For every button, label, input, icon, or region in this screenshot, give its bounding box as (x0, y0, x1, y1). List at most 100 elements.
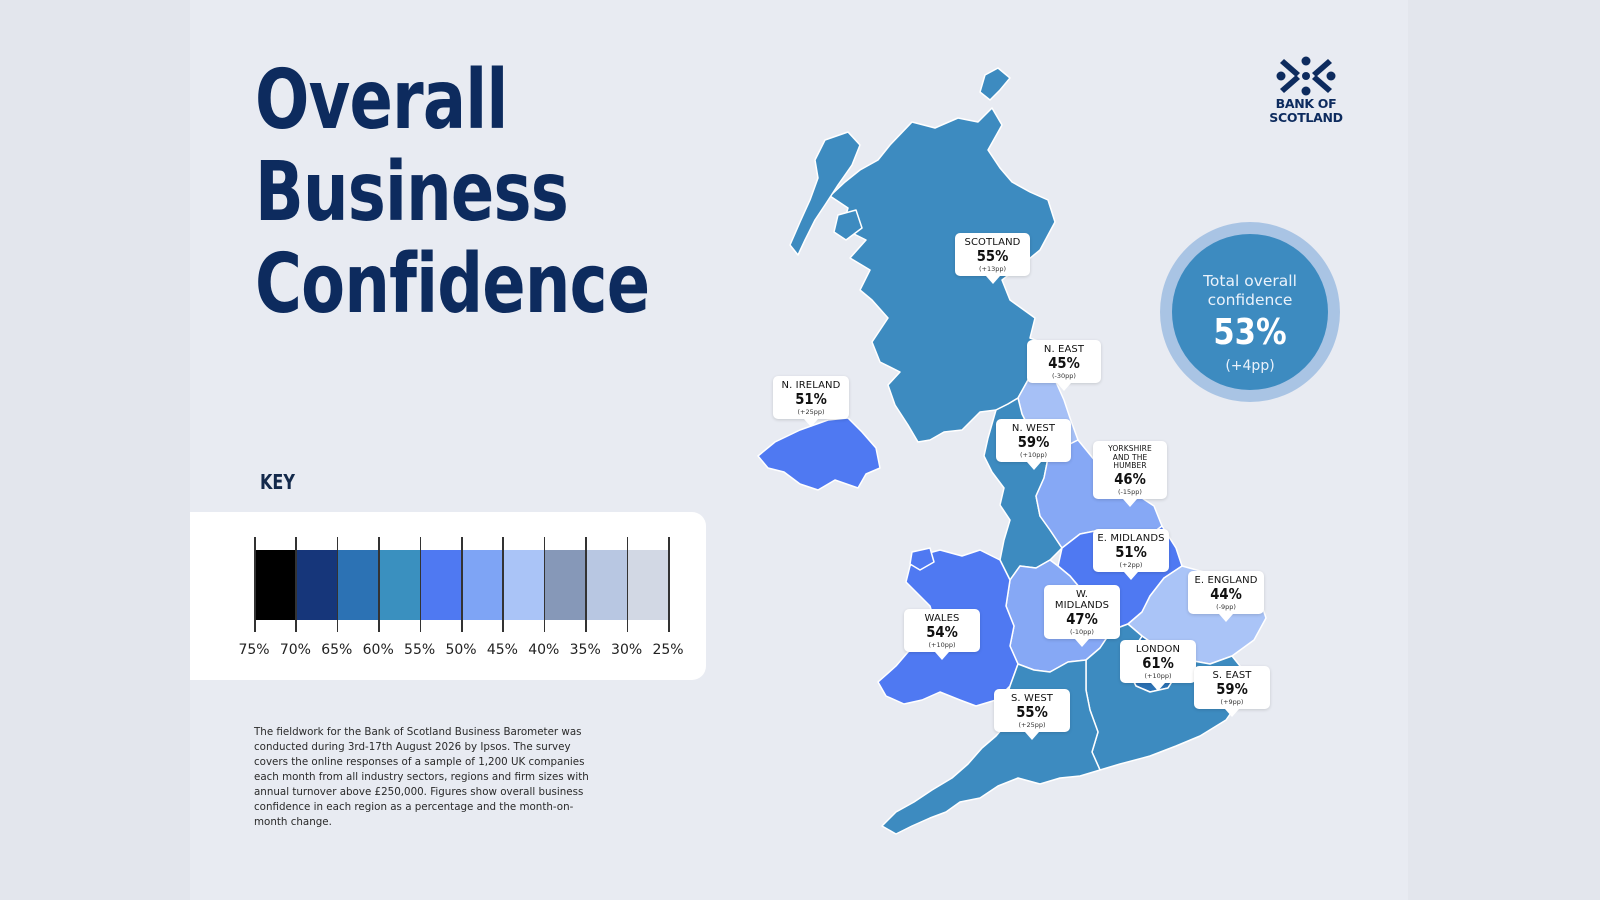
callout-e-midlands: E. MIDLANDS 51% (+2pp) (1093, 529, 1169, 580)
callout-e-england: E. ENGLAND 44% (-9pp) (1188, 571, 1264, 622)
region-name: N. EAST (1043, 344, 1085, 355)
region-change: (-15pp) (1118, 487, 1142, 496)
region-change: (+10pp) (928, 641, 956, 649)
key-swatch (543, 550, 586, 620)
right-background-panel (1408, 0, 1600, 900)
callout-s-west: S. WEST 55% (+25pp) (994, 689, 1070, 740)
region-value: 59% (1216, 680, 1248, 698)
total-confidence-value: 53% (1213, 312, 1287, 353)
total-confidence-change: (+4pp) (1225, 358, 1275, 374)
total-label-line-1: Total overall (1203, 272, 1297, 290)
region-name: S. EAST (1212, 670, 1252, 681)
title-line-3: Confidence (255, 237, 650, 332)
callout-wales: WALES 54% (+10pp) (904, 609, 980, 660)
key-value-label: 30% (611, 642, 643, 658)
key-heading: KEY (260, 470, 295, 494)
key-tick (336, 537, 339, 632)
callout-w-midlands: W. MIDLANDS 47% (-10pp) (1044, 585, 1120, 647)
key-swatch (254, 550, 296, 620)
region-change: (+9pp) (1220, 698, 1244, 706)
callout-yorkshire: YORKSHIRE AND THE HUMBER 46% (-15pp) (1093, 441, 1167, 506)
region-change: (+25pp) (797, 408, 825, 416)
key-value-label: 50% (445, 642, 477, 658)
region-value: 59% (1017, 433, 1050, 451)
key-swatch (295, 550, 337, 620)
methodology-footnote: The fieldwork for the Bank of Scotland B… (254, 726, 589, 828)
region-n-ireland[interactable] (757, 417, 881, 491)
key-tick (668, 537, 670, 632)
key-swatch (336, 550, 379, 620)
bank-logo: BANK OF SCOTLAND (1265, 55, 1347, 125)
total-confidence-label: Total overall confidence (1172, 272, 1328, 310)
region-value: 44% (1210, 585, 1242, 603)
key-value-label: 55% (404, 642, 436, 658)
region-value: 55% (976, 247, 1009, 265)
key-value-label: 25% (652, 642, 684, 658)
region-value: 46% (1114, 469, 1146, 488)
region-change: (+2pp) (1119, 561, 1143, 569)
key-value-label: 60% (362, 642, 394, 658)
key-tick (254, 537, 256, 632)
key-value-label: 75% (238, 642, 270, 658)
total-confidence-circle: Total overall confidence 53% (+4pp) (1172, 234, 1328, 390)
title-line-1: Overall (255, 53, 508, 148)
key-value-label: 65% (321, 642, 353, 658)
callout-n-east: N. EAST 45% (-30pp) (1027, 340, 1101, 391)
region-value: 47% (1066, 610, 1098, 628)
region-value: 54% (926, 623, 958, 641)
key-tick (502, 537, 504, 632)
region-value: 51% (795, 390, 827, 408)
key-swatch (585, 550, 627, 620)
callout-n-ireland: N. IRELAND 51% (+25pp) (773, 376, 849, 427)
region-name: N. WEST (1011, 423, 1056, 434)
island-orkney (979, 67, 1011, 101)
region-change: (+10pp) (1019, 451, 1048, 459)
region-name: E. MIDLANDS (1097, 533, 1165, 544)
total-confidence-badge: Total overall confidence 53% (+4pp) (1160, 222, 1340, 402)
key-swatch (502, 550, 544, 620)
key-swatch-bar (254, 550, 669, 620)
title-line-2: Business (255, 145, 569, 240)
region-change: (+10pp) (1144, 672, 1172, 680)
key-value-label: 45% (486, 642, 518, 658)
page-title: Overall Business Confidence (255, 55, 761, 331)
logo-text-line-1: BANK OF (1275, 96, 1337, 111)
key-legend: 75% 70% 65% 60% 55% 50% 45% 40% 35% 30% 25% (190, 512, 706, 680)
key-swatch (461, 550, 503, 620)
key-tick (419, 537, 422, 632)
region-value: 61% (1142, 654, 1174, 672)
key-tick (461, 537, 463, 632)
island-skye (833, 209, 863, 241)
island-anglesey (909, 547, 935, 571)
region-name: E. ENGLAND (1194, 575, 1258, 586)
logo-text-line-2: SCOTLAND (1269, 110, 1343, 125)
region-name: LONDON (1135, 644, 1181, 655)
callout-scotland: SCOTLAND 55% (+13pp) (955, 233, 1030, 284)
left-background-panel (0, 0, 190, 900)
region-name-line-2: AND THE HUMBER (1112, 452, 1148, 470)
callout-london: LONDON 61% (+10pp) (1120, 640, 1196, 691)
key-tick-marks (254, 537, 670, 632)
region-change: (-30pp) (1052, 372, 1076, 380)
region-value: 45% (1048, 354, 1080, 372)
key-value-label: 40% (528, 642, 560, 658)
region-scotland[interactable] (829, 107, 1056, 443)
region-name: SCOTLAND (964, 237, 1021, 248)
region-change: (-10pp) (1070, 628, 1094, 636)
key-tick (543, 537, 546, 632)
region-change: (+13pp) (978, 265, 1007, 273)
callout-n-west: N. WEST 59% (+10pp) (996, 419, 1071, 470)
key-swatch (419, 550, 462, 620)
key-tick (585, 537, 587, 632)
callout-s-east: S. EAST 59% (+9pp) (1194, 666, 1270, 717)
region-name: WALES (924, 613, 960, 624)
key-value-label: 70% (279, 642, 311, 658)
region-value: 51% (1115, 543, 1147, 561)
key-swatch (626, 550, 669, 620)
key-value-label: 35% (569, 642, 601, 658)
key-tick (378, 537, 380, 632)
key-tick (626, 537, 629, 632)
total-label-line-2: confidence (1207, 291, 1293, 309)
key-value-labels: 75% 70% 65% 60% 55% 50% 45% 40% 35% 30% 25% (238, 642, 683, 662)
